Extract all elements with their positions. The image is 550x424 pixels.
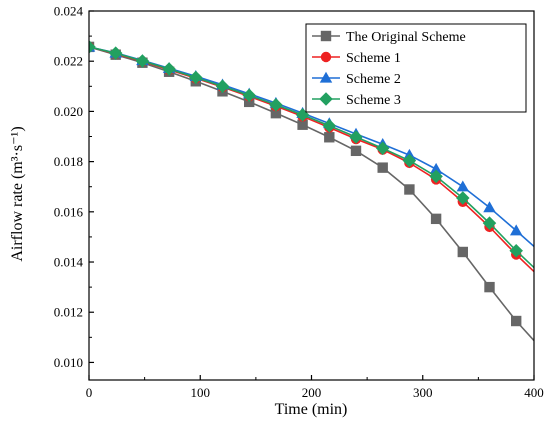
data-point [457, 246, 468, 258]
y-tick-label: 0.018 [54, 154, 83, 169]
legend-item: Scheme 3 [312, 92, 401, 108]
data-point [404, 184, 415, 195]
x-tick-label: 0 [86, 385, 93, 400]
data-point [482, 216, 497, 230]
legend-box [305, 23, 527, 113]
data-point [430, 213, 442, 225]
data-point [269, 98, 283, 112]
legend-item: The Original Scheme [312, 30, 466, 45]
data-point [402, 153, 417, 168]
legend-item: Scheme 1 [312, 51, 401, 66]
data-point [511, 315, 522, 327]
series-group [89, 40, 534, 342]
data-point [297, 119, 308, 130]
data-point [324, 132, 335, 143]
data-point [242, 88, 256, 103]
data-point [349, 130, 363, 144]
x-tick-label: 100 [191, 385, 211, 400]
x-tick-label: 200 [302, 385, 322, 400]
data-point [89, 40, 96, 54]
legend-marker [320, 51, 332, 63]
legend-label: Scheme 3 [346, 93, 401, 108]
data-point [135, 54, 150, 68]
legend-marker [320, 30, 332, 42]
data-point [377, 162, 388, 173]
legend-marker [319, 92, 333, 106]
plot-area [89, 40, 534, 342]
data-point [322, 118, 337, 133]
data-point [189, 70, 203, 85]
legend-label: The Original Scheme [346, 30, 466, 45]
data-point [484, 281, 495, 293]
legend: The Original Scheme Scheme 1 Scheme 2 Schem… [305, 23, 527, 113]
y-axis-label: Airflow rate (m³·s⁻¹) [9, 126, 26, 261]
data-point [270, 107, 282, 119]
data-point [215, 79, 230, 94]
legend-label: Scheme 2 [346, 72, 401, 87]
y-tick-label: 0.014 [54, 255, 84, 270]
data-point [108, 46, 123, 60]
series-4 [89, 40, 534, 269]
x-tick-label: 400 [524, 385, 544, 400]
data-point [509, 243, 523, 258]
y-tick-label: 0.016 [54, 204, 84, 219]
data-point [483, 201, 496, 213]
axes: 0 100 200 300 400 0.010 0.012 0.014 0.016 0.018 0.… [54, 4, 544, 401]
data-point [375, 141, 390, 156]
y-tick-label: 0.022 [54, 54, 83, 69]
x-axis-label: Time (min) [275, 401, 348, 418]
data-point [456, 180, 470, 192]
legend-item: Scheme 2 [312, 71, 401, 87]
data-point [509, 224, 523, 236]
legend-label: Scheme 1 [346, 51, 401, 66]
data-point [429, 169, 443, 184]
x-tick-label: 300 [413, 385, 433, 400]
y-tick-label: 0.020 [54, 104, 83, 119]
y-tick-label: 0.024 [54, 4, 84, 19]
data-point [350, 145, 362, 157]
data-point [429, 162, 443, 174]
data-point [162, 62, 176, 76]
y-tick-label: 0.012 [54, 305, 83, 320]
y-tick-label: 0.010 [54, 355, 83, 370]
legend-marker [319, 71, 333, 83]
data-point [456, 191, 470, 205]
